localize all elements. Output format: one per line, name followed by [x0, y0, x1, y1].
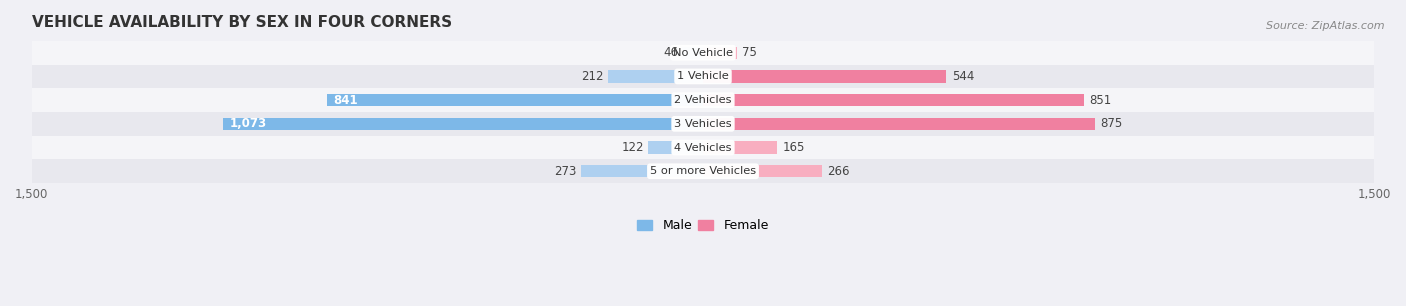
- Bar: [703, 165, 823, 177]
- Text: 5 or more Vehicles: 5 or more Vehicles: [650, 166, 756, 176]
- Text: 46: 46: [664, 46, 678, 59]
- Bar: [222, 118, 703, 130]
- Text: 165: 165: [782, 141, 804, 154]
- Text: No Vehicle: No Vehicle: [673, 48, 733, 58]
- Bar: [32, 65, 1374, 88]
- Text: 122: 122: [621, 141, 644, 154]
- Bar: [326, 94, 703, 106]
- Legend: Male, Female: Male, Female: [633, 214, 773, 237]
- Bar: [703, 118, 1095, 130]
- Text: 3 Vehicles: 3 Vehicles: [675, 119, 731, 129]
- Text: 4 Vehicles: 4 Vehicles: [675, 143, 731, 153]
- Bar: [703, 94, 1084, 106]
- Text: Source: ZipAtlas.com: Source: ZipAtlas.com: [1267, 21, 1385, 32]
- Bar: [32, 159, 1374, 183]
- Bar: [703, 141, 778, 154]
- Bar: [32, 41, 1374, 65]
- Text: 841: 841: [333, 94, 359, 107]
- Text: 1 Vehicle: 1 Vehicle: [678, 71, 728, 81]
- Text: 273: 273: [554, 165, 576, 178]
- Text: 266: 266: [827, 165, 849, 178]
- Bar: [703, 47, 737, 59]
- Bar: [703, 70, 946, 83]
- Text: 1,073: 1,073: [229, 117, 267, 130]
- Bar: [648, 141, 703, 154]
- Text: VEHICLE AVAILABILITY BY SEX IN FOUR CORNERS: VEHICLE AVAILABILITY BY SEX IN FOUR CORN…: [32, 15, 451, 30]
- Text: 851: 851: [1090, 94, 1112, 107]
- Bar: [32, 136, 1374, 159]
- Bar: [581, 165, 703, 177]
- Text: 75: 75: [742, 46, 756, 59]
- Bar: [609, 70, 703, 83]
- Text: 875: 875: [1099, 117, 1122, 130]
- Text: 544: 544: [952, 70, 974, 83]
- Bar: [682, 47, 703, 59]
- Text: 2 Vehicles: 2 Vehicles: [675, 95, 731, 105]
- Text: 212: 212: [581, 70, 603, 83]
- Bar: [32, 112, 1374, 136]
- Bar: [32, 88, 1374, 112]
